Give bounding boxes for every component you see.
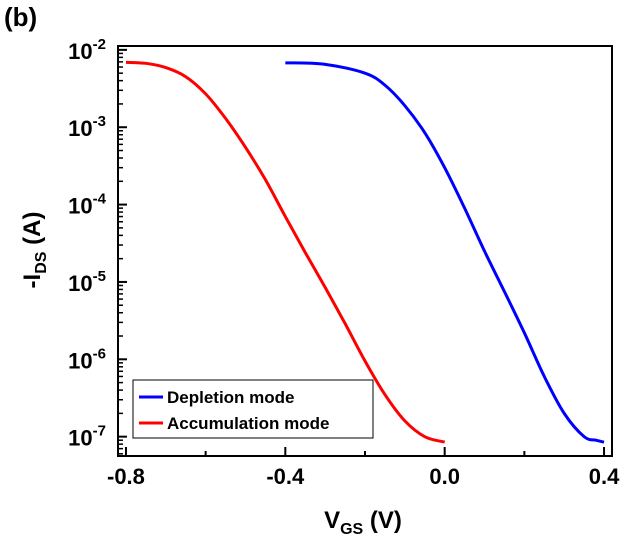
series-line-accumulation-mode [125, 60, 446, 444]
x-tick-label: -0.8 [107, 464, 145, 489]
y-tick-label: 10-5 [68, 268, 106, 296]
y-tick-label: 10-7 [68, 423, 106, 451]
ticks-layer: -0.8 -0.4 0.0 0.4 10-2 10-3 10-4 10-5 10-6 10-7 [68, 36, 620, 489]
y-tick-label: 10-2 [68, 36, 106, 64]
x-tick-label: 0.4 [589, 464, 620, 489]
legend-label: Accumulation mode [167, 414, 329, 433]
x-axis-title: VGS (V) [324, 507, 402, 538]
legend-label: Depletion mode [167, 388, 295, 407]
y-tick-label: 10-6 [68, 345, 106, 373]
series-line-depletion-mode [285, 61, 605, 444]
x-tick-label: 0.0 [429, 464, 460, 489]
legend: Depletion mode Accumulation mode [132, 379, 374, 439]
panel-label: (b) [4, 2, 38, 32]
y-axis-title: -IDS (A) [19, 212, 50, 289]
x-tick-label: -0.4 [266, 464, 305, 489]
legend-box [132, 379, 374, 439]
y-tick-label: 10-4 [68, 191, 106, 219]
axis-titles: VGS (V) -IDS (A) [19, 212, 402, 538]
y-tick-label: 10-3 [68, 113, 106, 141]
series-layer [125, 60, 605, 444]
